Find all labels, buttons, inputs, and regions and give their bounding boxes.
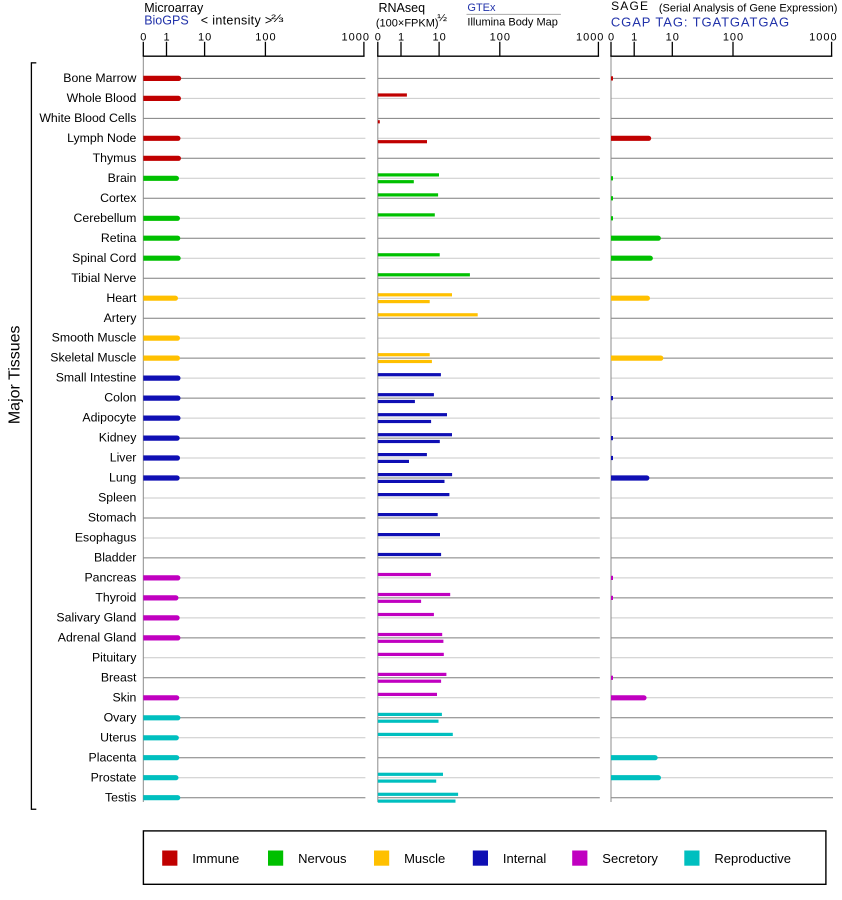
svg-text:Microarray: Microarray <box>144 1 204 15</box>
svg-text:Cerebellum: Cerebellum <box>74 211 137 225</box>
svg-text:100: 100 <box>255 31 276 43</box>
svg-text:SAGE: SAGE <box>611 0 649 13</box>
svg-text:Prostate: Prostate <box>91 770 137 784</box>
svg-text:Reproductive: Reproductive <box>714 851 791 866</box>
svg-text:Skeletal Muscle: Skeletal Muscle <box>50 351 136 365</box>
svg-text:1: 1 <box>631 31 638 43</box>
svg-text:10: 10 <box>432 31 446 43</box>
svg-text:10: 10 <box>198 31 212 43</box>
svg-text:1000: 1000 <box>576 31 604 43</box>
svg-text:Secretory: Secretory <box>602 851 658 866</box>
svg-text:GTEx: GTEx <box>467 2 496 14</box>
svg-text:Spinal Cord: Spinal Cord <box>72 251 136 265</box>
svg-text:Nervous: Nervous <box>298 851 347 866</box>
svg-text:Salivary Gland: Salivary Gland <box>56 611 136 625</box>
svg-text:Breast: Breast <box>101 670 137 684</box>
svg-text:< intensity >: < intensity > <box>201 14 273 28</box>
svg-text:0: 0 <box>140 31 147 43</box>
svg-text:BioGPS: BioGPS <box>144 14 188 28</box>
svg-text:Artery: Artery <box>104 311 138 325</box>
svg-text:Internal: Internal <box>503 851 546 866</box>
svg-text:Pancreas: Pancreas <box>84 571 136 585</box>
svg-text:Stomach: Stomach <box>88 511 137 525</box>
svg-text:Bladder: Bladder <box>94 551 136 565</box>
svg-text:Retina: Retina <box>101 231 137 245</box>
svg-text:Spleen: Spleen <box>98 491 136 505</box>
svg-text:1: 1 <box>163 31 170 43</box>
svg-text:Whole Blood: Whole Blood <box>67 91 137 105</box>
svg-text:Tibial Nerve: Tibial Nerve <box>71 271 136 285</box>
svg-text:Thymus: Thymus <box>93 151 137 165</box>
svg-text:Colon: Colon <box>104 391 136 405</box>
svg-text:Illumina Body Map: Illumina Body Map <box>467 17 558 29</box>
svg-text:Kidney: Kidney <box>99 431 137 445</box>
svg-text:CGAP TAG: TGATGATGAG: CGAP TAG: TGATGATGAG <box>611 15 790 30</box>
svg-text:⅔: ⅔ <box>271 13 283 25</box>
svg-text:Adrenal Gland: Adrenal Gland <box>58 631 137 645</box>
svg-text:1000: 1000 <box>809 31 837 43</box>
svg-text:Liver: Liver <box>110 451 137 465</box>
svg-text:10: 10 <box>666 31 680 43</box>
svg-text:(100×FPKM): (100×FPKM) <box>376 18 439 30</box>
svg-text:1000: 1000 <box>342 31 370 43</box>
svg-text:Placenta: Placenta <box>89 750 137 764</box>
svg-text:Lung: Lung <box>109 471 137 485</box>
svg-text:100: 100 <box>490 31 511 43</box>
svg-text:Bone Marrow: Bone Marrow <box>63 71 136 85</box>
svg-text:Pituitary: Pituitary <box>92 650 137 664</box>
svg-text:Cortex: Cortex <box>100 191 137 205</box>
svg-text:Esophagus: Esophagus <box>75 531 137 545</box>
svg-text:Testis: Testis <box>105 790 136 804</box>
svg-text:White Blood Cells: White Blood Cells <box>39 111 136 125</box>
svg-text:Heart: Heart <box>106 291 137 305</box>
svg-text:(Serial Analysis of Gene Expre: (Serial Analysis of Gene Expression) <box>659 3 838 15</box>
svg-text:0: 0 <box>608 31 615 43</box>
svg-text:Small Intestine: Small Intestine <box>56 371 137 385</box>
svg-text:Major Tissues: Major Tissues <box>7 325 24 424</box>
svg-text:RNAseq: RNAseq <box>379 1 426 15</box>
svg-text:Immune: Immune <box>192 851 239 866</box>
svg-text:100: 100 <box>723 31 744 43</box>
svg-text:Muscle: Muscle <box>404 851 445 866</box>
svg-text:½: ½ <box>437 13 448 24</box>
svg-text:Uterus: Uterus <box>100 730 136 744</box>
svg-text:Skin: Skin <box>112 690 136 704</box>
svg-text:Smooth Muscle: Smooth Muscle <box>52 331 137 345</box>
svg-text:Thyroid: Thyroid <box>95 591 136 605</box>
svg-text:Brain: Brain <box>108 171 137 185</box>
svg-text:1: 1 <box>398 31 405 43</box>
svg-text:0: 0 <box>375 31 382 43</box>
svg-text:Lymph Node: Lymph Node <box>67 131 136 145</box>
svg-text:Adipocyte: Adipocyte <box>82 411 136 425</box>
svg-text:Ovary: Ovary <box>104 710 138 724</box>
